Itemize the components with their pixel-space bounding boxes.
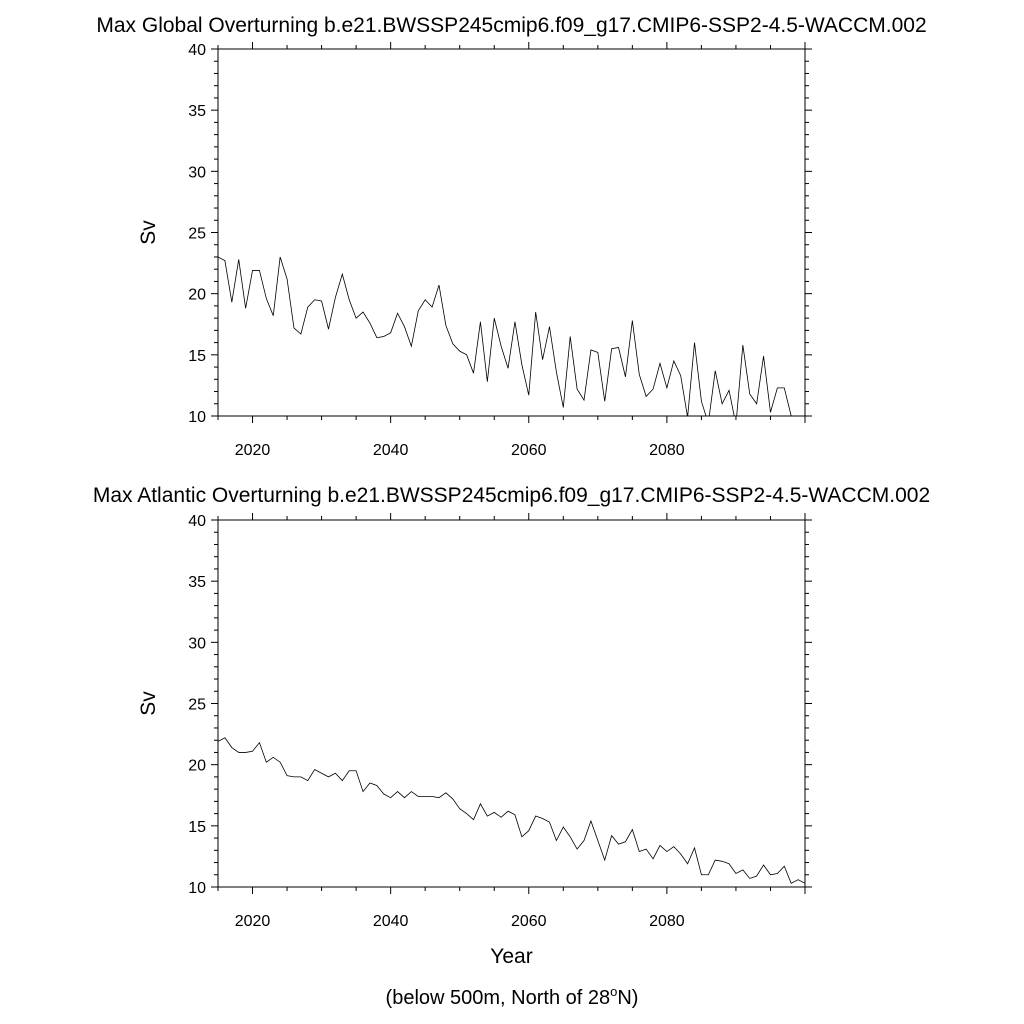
footnote-suffix: N) — [617, 987, 638, 1009]
y-tick-label: 30 — [188, 635, 206, 652]
x-tick-label: 2040 — [373, 913, 409, 930]
x-tick-label: 2060 — [511, 442, 547, 459]
y-tick-label: 35 — [188, 574, 206, 591]
footnote-superscript: o — [610, 984, 617, 999]
plot-frame — [217, 519, 806, 888]
x-tick-label: 2020 — [235, 913, 271, 930]
plot-frame — [217, 48, 806, 417]
y-tick-label: 10 — [188, 409, 206, 426]
y-tick-label: 35 — [188, 103, 206, 120]
y-tick-label: 40 — [188, 513, 206, 530]
x-axis-label: Year — [490, 945, 532, 968]
x-tick-label: 2020 — [235, 442, 271, 459]
series-line — [218, 256, 799, 416]
x-tick-label: 2060 — [511, 913, 547, 930]
x-tick-label: 2080 — [649, 442, 685, 459]
y-tick-label: 25 — [188, 226, 206, 243]
y-tick-label: 15 — [188, 819, 206, 836]
global-overturning-chart: Max Global Overturning b.e21.BWSSP245cmi… — [96, 14, 926, 459]
y-axis-label: Sv — [137, 691, 160, 716]
chart-title: Max Global Overturning b.e21.BWSSP245cmi… — [96, 14, 926, 37]
y-tick-label: 15 — [188, 348, 206, 365]
series-line — [218, 737, 805, 884]
y-tick-label: 20 — [188, 758, 206, 775]
y-tick-label: 10 — [188, 880, 206, 897]
y-tick-label: 40 — [188, 42, 206, 59]
y-axis-label: Sv — [137, 220, 160, 245]
x-tick-label: 2080 — [649, 913, 685, 930]
y-tick-label: 25 — [188, 697, 206, 714]
x-tick-label: 2040 — [373, 442, 409, 459]
footnote-prefix: (below 500m, North of 28 — [386, 987, 611, 1009]
footnote: (below 500m, North of 28oN) — [386, 984, 639, 1009]
y-tick-label: 30 — [188, 164, 206, 181]
chart-title: Max Atlantic Overturning b.e21.BWSSP245c… — [93, 484, 930, 507]
y-tick-label: 20 — [188, 287, 206, 304]
atlantic-overturning-chart: Max Atlantic Overturning b.e21.BWSSP245c… — [93, 484, 930, 968]
